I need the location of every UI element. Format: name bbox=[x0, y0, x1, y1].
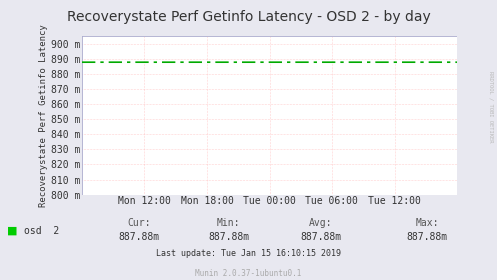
Y-axis label: Recoverystate Perf Getinfo Latency: Recoverystate Perf Getinfo Latency bbox=[39, 24, 49, 207]
Text: osd  2: osd 2 bbox=[24, 226, 59, 236]
Text: RRDTOOL / TOBI OETIKER: RRDTOOL / TOBI OETIKER bbox=[489, 71, 494, 142]
Text: Last update: Tue Jan 15 16:10:15 2019: Last update: Tue Jan 15 16:10:15 2019 bbox=[156, 249, 341, 258]
Text: 887.88m: 887.88m bbox=[407, 232, 448, 242]
Text: ■: ■ bbox=[7, 226, 18, 236]
Text: 887.88m: 887.88m bbox=[119, 232, 160, 242]
Text: Cur:: Cur: bbox=[127, 218, 151, 228]
Text: 887.88m: 887.88m bbox=[208, 232, 249, 242]
Text: Avg:: Avg: bbox=[309, 218, 332, 228]
Text: Munin 2.0.37-1ubuntu0.1: Munin 2.0.37-1ubuntu0.1 bbox=[195, 269, 302, 277]
Text: Min:: Min: bbox=[217, 218, 241, 228]
Text: Max:: Max: bbox=[415, 218, 439, 228]
Text: Recoverystate Perf Getinfo Latency - OSD 2 - by day: Recoverystate Perf Getinfo Latency - OSD… bbox=[67, 10, 430, 24]
Text: 887.88m: 887.88m bbox=[300, 232, 341, 242]
